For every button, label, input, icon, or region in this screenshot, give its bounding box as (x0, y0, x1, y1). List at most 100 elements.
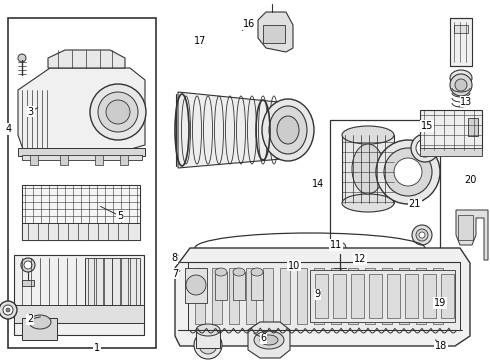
Bar (297, 268, 307, 324)
Circle shape (411, 134, 439, 162)
Bar (458, 215, 473, 240)
Bar (315, 274, 328, 318)
Ellipse shape (342, 126, 394, 144)
Text: 14: 14 (313, 179, 325, 189)
Bar (233, 272, 245, 300)
Circle shape (412, 225, 432, 245)
Bar (215, 272, 227, 300)
Text: 1: 1 (94, 343, 100, 354)
Text: 13: 13 (461, 96, 472, 107)
Bar (416, 268, 426, 324)
Text: 10: 10 (288, 261, 300, 271)
Bar (331, 268, 341, 324)
Bar (95, 155, 103, 165)
Text: 8: 8 (171, 253, 177, 264)
Bar (30, 155, 38, 165)
Bar (420, 148, 482, 156)
Bar (280, 268, 290, 324)
Circle shape (186, 275, 206, 295)
Bar (468, 118, 478, 136)
Bar (433, 268, 443, 324)
Circle shape (416, 229, 428, 241)
Circle shape (455, 79, 467, 91)
Bar (18, 148, 145, 156)
Ellipse shape (450, 70, 472, 86)
Polygon shape (178, 92, 293, 168)
Polygon shape (258, 12, 293, 52)
Bar (188, 262, 460, 330)
Bar (85, 258, 140, 305)
Text: 7: 7 (172, 269, 178, 279)
Ellipse shape (251, 268, 263, 276)
Bar (450, 18, 472, 66)
Circle shape (419, 232, 425, 238)
Bar (382, 268, 392, 324)
Bar (212, 268, 222, 324)
Bar (195, 268, 205, 324)
Bar (263, 268, 273, 324)
Bar (365, 268, 375, 324)
Bar (22, 185, 140, 223)
Circle shape (21, 258, 35, 272)
Circle shape (384, 148, 432, 196)
Ellipse shape (352, 144, 384, 194)
Bar (22, 318, 57, 340)
Text: 11: 11 (330, 240, 342, 250)
Text: 12: 12 (354, 254, 367, 264)
Bar (351, 274, 364, 318)
Polygon shape (18, 68, 145, 155)
Text: 5: 5 (117, 211, 123, 221)
Ellipse shape (262, 99, 314, 161)
Ellipse shape (260, 335, 278, 345)
Ellipse shape (196, 324, 220, 336)
Circle shape (106, 100, 130, 124)
Bar (314, 268, 324, 324)
Polygon shape (175, 248, 470, 346)
Text: 17: 17 (194, 36, 206, 46)
Circle shape (394, 158, 422, 186)
Circle shape (376, 140, 440, 204)
Bar (246, 268, 256, 324)
Bar (14, 305, 144, 323)
Bar (22, 185, 140, 240)
Bar (387, 274, 400, 318)
Bar (342, 135, 394, 203)
Bar (441, 274, 454, 318)
Text: 4: 4 (6, 124, 12, 134)
Circle shape (90, 84, 146, 140)
Ellipse shape (233, 268, 245, 276)
Bar (405, 274, 418, 318)
Bar (196, 330, 220, 348)
Text: 6: 6 (261, 333, 267, 343)
Circle shape (334, 242, 346, 254)
Bar (420, 110, 482, 150)
Ellipse shape (29, 315, 51, 329)
Circle shape (6, 308, 10, 312)
Text: 9: 9 (315, 289, 320, 300)
Bar (399, 268, 409, 324)
Circle shape (24, 261, 32, 269)
Circle shape (194, 331, 222, 359)
Text: 2: 2 (27, 314, 33, 324)
Circle shape (18, 54, 26, 62)
Text: 16: 16 (243, 19, 255, 30)
Bar (60, 155, 68, 165)
Text: 3: 3 (28, 107, 34, 117)
Bar (369, 274, 382, 318)
Bar (22, 280, 34, 286)
Ellipse shape (277, 116, 299, 144)
Text: 15: 15 (421, 121, 434, 131)
Bar (454, 25, 468, 33)
Bar (22, 223, 140, 240)
Bar (330, 120, 440, 250)
Polygon shape (48, 50, 125, 68)
Bar (423, 274, 436, 318)
Bar (14, 255, 144, 335)
Circle shape (0, 301, 17, 319)
Circle shape (199, 336, 217, 354)
Circle shape (450, 74, 472, 96)
Text: 20: 20 (464, 175, 477, 185)
Ellipse shape (269, 106, 307, 154)
Bar (263, 25, 285, 43)
Text: 19: 19 (434, 298, 446, 308)
